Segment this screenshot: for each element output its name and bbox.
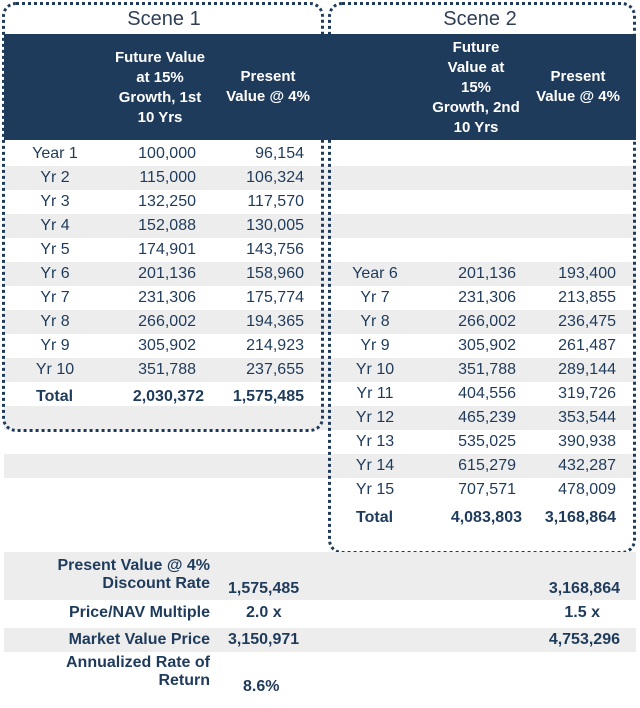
scene2-row-label: Yr 14 — [355, 457, 395, 474]
scene2-row-future-value: 615,279 — [458, 457, 516, 474]
scene2-row-present-value: 193,400 — [558, 265, 616, 282]
scene2-header-present-value: Present Value @ 4% — [536, 68, 620, 105]
scene2-row-future-value: 351,788 — [458, 361, 516, 378]
scene2-total-fv: 4,083,803 — [450, 509, 522, 526]
summary-market-scene2: 4,753,296 — [548, 631, 620, 648]
scene2-row-future-value: 231,306 — [458, 289, 516, 306]
scene1-total-pv: 1,575,485 — [232, 388, 304, 405]
summary-market-label: Market Value Price — [68, 631, 210, 648]
scene1-row-present-value: 237,655 — [246, 361, 304, 378]
scene2-row-label: Yr 10 — [355, 361, 395, 378]
scene2-row-label: Yr 11 — [356, 385, 394, 402]
scene2-row-label: Yr 13 — [355, 433, 395, 450]
scene2-row-label: Year 6 — [352, 265, 398, 282]
scene2-row-future-value: 535,025 — [458, 433, 516, 450]
summary-pv-scene2: 3,168,864 — [548, 580, 620, 597]
summary-return-scene1: 8.6% — [243, 678, 280, 695]
summary-pv-scene1: 1,575,485 — [228, 580, 300, 597]
row-stripe — [4, 214, 636, 238]
scene2-row-future-value: 201,136 — [458, 265, 516, 282]
scene1-row-label: Yr 7 — [40, 289, 70, 306]
table-header-band — [4, 34, 636, 140]
scene2-row-future-value: 266,002 — [458, 313, 516, 330]
scene1-row-present-value: 117,570 — [247, 193, 304, 210]
scene1-row-label: Yr 10 — [35, 361, 75, 378]
scene2-row-present-value: 289,144 — [558, 361, 616, 378]
scene1-row-present-value: 194,365 — [246, 313, 304, 330]
scene1-row-label: Yr 4 — [40, 217, 70, 234]
scene2-row-label: Yr 7 — [360, 289, 390, 306]
scene1-row-label: Yr 3 — [40, 193, 70, 210]
scene2-row-present-value: 432,287 — [558, 457, 616, 474]
scene2-row-future-value: 465,239 — [458, 409, 516, 426]
scene1-row-present-value: 130,005 — [246, 217, 304, 234]
scene2-row-label: Yr 8 — [360, 313, 390, 330]
scene1-row-future-value: 266,002 — [138, 313, 196, 330]
scene2-row-present-value: 261,487 — [558, 337, 616, 354]
scene2-header-future-value: Future Value at 15% Growth, 2nd 10 Yrs — [432, 39, 520, 136]
scene2-row-present-value: 478,009 — [558, 481, 616, 498]
scene1-box — [2, 2, 324, 432]
scene1-row-future-value: 305,902 — [138, 337, 196, 354]
scene1-row-present-value: 214,923 — [246, 337, 304, 354]
scene1-row-future-value: 132,250 — [138, 193, 196, 210]
scene2-box — [328, 2, 636, 554]
row-stripe — [4, 310, 636, 334]
scene1-row-label: Yr 8 — [40, 313, 70, 330]
scene1-row-present-value: 96,154 — [255, 145, 304, 162]
scene2-row-present-value: 390,938 — [558, 433, 616, 450]
scene2-row-future-value: 305,902 — [458, 337, 516, 354]
scene2-row-present-value: 319,726 — [558, 385, 616, 402]
scene2-row-present-value: 236,475 — [558, 313, 616, 330]
row-stripe — [4, 166, 636, 190]
summary-market-scene1: 3,150,971 — [228, 631, 300, 648]
scene1-row-present-value: 175,774 — [246, 289, 304, 306]
scene1-header-future-value: Future Value at 15% Growth, 1st 10 Yrs — [114, 49, 206, 126]
scene1-row-future-value: 100,000 — [138, 145, 196, 162]
scene1-row-future-value: 174,901 — [138, 241, 196, 258]
scene2-row-future-value: 707,571 — [458, 481, 516, 498]
scene1-row-future-value: 115,000 — [139, 169, 196, 186]
scene2-total-label: Total — [356, 509, 394, 526]
scene2-row-label: Yr 9 — [360, 337, 390, 354]
scene2-row-present-value: 353,544 — [558, 409, 616, 426]
scene1-total-fv: 2,030,372 — [132, 388, 204, 405]
summary-return-label: Annualized Rate of Return — [65, 654, 210, 689]
scene2-row-label: Yr 12 — [355, 409, 395, 426]
scene1-row-present-value: 106,324 — [246, 169, 304, 186]
summary-multiple-label: Price/NAV Multiple — [68, 604, 210, 621]
summary-pv-label: Present Value @ 4% Discount Rate — [57, 557, 210, 592]
scene1-row-label: Yr 2 — [40, 169, 70, 186]
row-stripe — [4, 358, 636, 382]
scene1-row-present-value: 143,756 — [246, 241, 304, 258]
summary-multiple-scene2: 1.5 x — [564, 604, 600, 621]
scene2-total-pv: 3,168,864 — [544, 509, 616, 526]
scene1-title: Scene 1 — [127, 8, 201, 30]
scene2-title: Scene 2 — [443, 8, 517, 30]
scene1-total-label: Total — [36, 388, 74, 405]
summary-band-market — [4, 628, 636, 652]
scene1-header-present-value: Present Value @ 4% — [226, 68, 310, 105]
scene1-row-label: Yr 5 — [40, 241, 70, 258]
scene1-row-present-value: 158,960 — [246, 265, 304, 282]
summary-band-pv — [4, 552, 636, 600]
scene1-row-label: Year 1 — [32, 145, 78, 162]
scene1-row-future-value: 231,306 — [138, 289, 196, 306]
scene1-row-future-value: 351,788 — [138, 361, 196, 378]
scene2-row-present-value: 213,855 — [558, 289, 616, 306]
row-stripe — [4, 262, 636, 286]
scene1-row-label: Yr 6 — [40, 265, 70, 282]
row-stripe — [4, 454, 636, 478]
scene2-row-future-value: 404,556 — [458, 385, 516, 402]
scene1-row-future-value: 201,136 — [138, 265, 196, 282]
scene1-row-future-value: 152,088 — [138, 217, 196, 234]
scene2-row-label: Yr 15 — [355, 481, 395, 498]
scene1-row-label: Yr 9 — [40, 337, 70, 354]
summary-multiple-scene1: 2.0 x — [246, 604, 282, 621]
